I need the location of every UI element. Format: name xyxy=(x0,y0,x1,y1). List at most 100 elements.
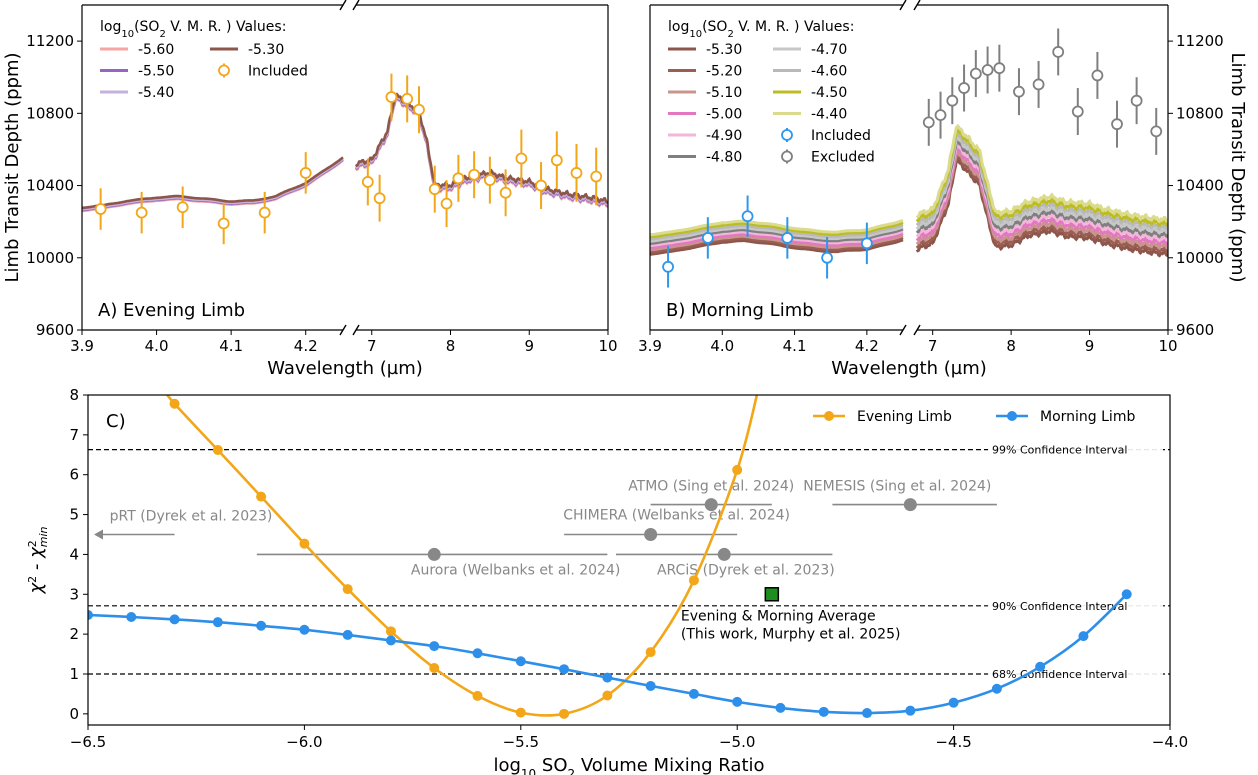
legend-label: -5.00 xyxy=(706,107,742,123)
legend-entry: -4.50 xyxy=(773,85,847,101)
included-marker xyxy=(385,91,398,103)
included-marker xyxy=(499,186,512,199)
legend-label: -5.50 xyxy=(138,64,174,80)
legend-entry: -4.90 xyxy=(668,128,742,144)
included-point-2 xyxy=(741,195,754,238)
legend-entry: -4.40 xyxy=(773,107,847,123)
excluded-point-13 xyxy=(1130,77,1143,125)
included-marker xyxy=(701,232,714,244)
model-line-right--4.60 xyxy=(915,131,1168,232)
axis-break-mark xyxy=(352,324,360,336)
series-point xyxy=(905,705,916,716)
included-point-17 xyxy=(515,129,528,188)
panel-label: A) Evening Limb xyxy=(98,300,245,321)
series-point xyxy=(1121,589,1132,600)
included-point-3 xyxy=(781,217,794,259)
legend-marker xyxy=(824,411,834,421)
included-point-11 xyxy=(428,165,441,213)
x-tick-label: −6.0 xyxy=(286,733,322,751)
included-point-0 xyxy=(94,188,107,230)
model-line-right--5.00 xyxy=(915,146,1168,247)
x-tick-label: 8 xyxy=(1006,337,1016,355)
axis-break-mark xyxy=(339,0,347,11)
included-point-15 xyxy=(483,156,496,204)
panel-label: B) Morning Limb xyxy=(666,300,814,321)
legend-marker xyxy=(1007,411,1017,421)
included-marker xyxy=(741,210,754,223)
excluded-point-4 xyxy=(969,50,982,98)
excluded-marker xyxy=(1091,69,1104,82)
model-line-left--4.70 xyxy=(650,225,904,243)
model-line-left--5.00 xyxy=(650,231,904,250)
y-tick-label: 2 xyxy=(69,625,79,643)
literature-marker xyxy=(427,547,441,561)
y-tick-label: 10400 xyxy=(26,177,74,195)
series-point xyxy=(342,584,353,595)
y-tick-label: 10000 xyxy=(26,249,74,267)
y-tick-label: 10400 xyxy=(1176,177,1224,195)
legend-label: -4.50 xyxy=(811,85,847,101)
series-point xyxy=(688,575,699,586)
y-tick-label: 8 xyxy=(69,386,79,404)
legend-label: Excluded xyxy=(811,150,875,166)
legend-entry: Included xyxy=(781,128,871,144)
excluded-point-1 xyxy=(934,91,947,139)
legend-label: Morning Limb xyxy=(1040,409,1135,425)
model-line-left--4.80 xyxy=(650,227,904,245)
included-point-14 xyxy=(468,151,481,199)
series-point xyxy=(1035,661,1046,672)
series-point xyxy=(688,688,699,699)
series-point xyxy=(515,656,526,667)
y-axis-label: Limb Transit Depth (ppm) xyxy=(2,52,23,282)
panel-c-chi-square: 99% Confidence Interval 90% Confidence In… xyxy=(26,386,1189,775)
legend-label: -4.80 xyxy=(706,150,742,166)
series-point xyxy=(559,708,570,719)
confidence-label: 90% Confidence Interval xyxy=(992,600,1127,613)
x-tick-label: 7 xyxy=(367,337,377,355)
x-tick-label: −4.5 xyxy=(935,733,971,751)
axes: 9600 10000 10400 10800 11200 3.9 4.0 4.1 4.2 7 8 9 1… xyxy=(638,0,1248,379)
y-tick-label: 4 xyxy=(69,545,79,563)
axis-break-mark xyxy=(339,324,347,336)
break-gap-top xyxy=(344,0,355,11)
included-point-2 xyxy=(176,186,189,228)
series-point xyxy=(862,708,873,719)
model-line-left--5.30 xyxy=(650,238,904,256)
excluded-point-8 xyxy=(1032,60,1045,108)
y-tick-label: 11200 xyxy=(26,32,74,50)
x-tick-label: 8 xyxy=(446,337,456,355)
included-point-12 xyxy=(440,180,453,228)
excluded-marker xyxy=(981,64,994,76)
x-tick-label: 4.2 xyxy=(294,337,318,355)
literature-entry: pRT (Dyrek et al. 2023) xyxy=(94,508,273,540)
x-tick-label: −5.5 xyxy=(503,733,539,751)
confidence-label-bg xyxy=(988,442,1163,457)
excluded-marker xyxy=(958,82,970,94)
y-axis-label: χ2 - χ2min xyxy=(26,526,51,594)
model-line-right--5.20 xyxy=(915,154,1168,254)
confidence-label: 68% Confidence Interval xyxy=(992,668,1127,681)
model-line-right--5.10 xyxy=(915,150,1168,251)
y-tick-label: 11200 xyxy=(1176,32,1224,50)
series-point xyxy=(256,491,267,502)
excluded-marker xyxy=(1111,118,1123,131)
model-line-right--4.90 xyxy=(915,142,1168,243)
literature-entry xyxy=(832,498,997,512)
excluded-marker xyxy=(922,116,935,129)
x-tick-label: −4.0 xyxy=(1152,733,1188,751)
included-point-5 xyxy=(860,222,873,265)
series-point xyxy=(732,464,743,475)
series-point xyxy=(212,617,223,628)
included-point-1 xyxy=(701,217,714,259)
x-tick-label: 9 xyxy=(524,337,534,355)
y-tick-label: 3 xyxy=(69,585,79,603)
x-tick-label: 4.1 xyxy=(783,337,807,355)
model-line-right--5.30 xyxy=(354,92,608,205)
series-point xyxy=(299,538,310,549)
x-tick-label: −5.0 xyxy=(719,733,755,751)
literature-label: pRT (Dyrek et al. 2023) xyxy=(110,508,273,524)
model-line-right--5.30 xyxy=(915,157,1168,258)
series-point xyxy=(385,626,396,637)
series-point xyxy=(948,697,959,708)
panel-a-evening-limb: 9600 10000 10400 10800 11200 3.9 4.0 4.1 4.2 7 8 9 1… xyxy=(2,0,618,379)
